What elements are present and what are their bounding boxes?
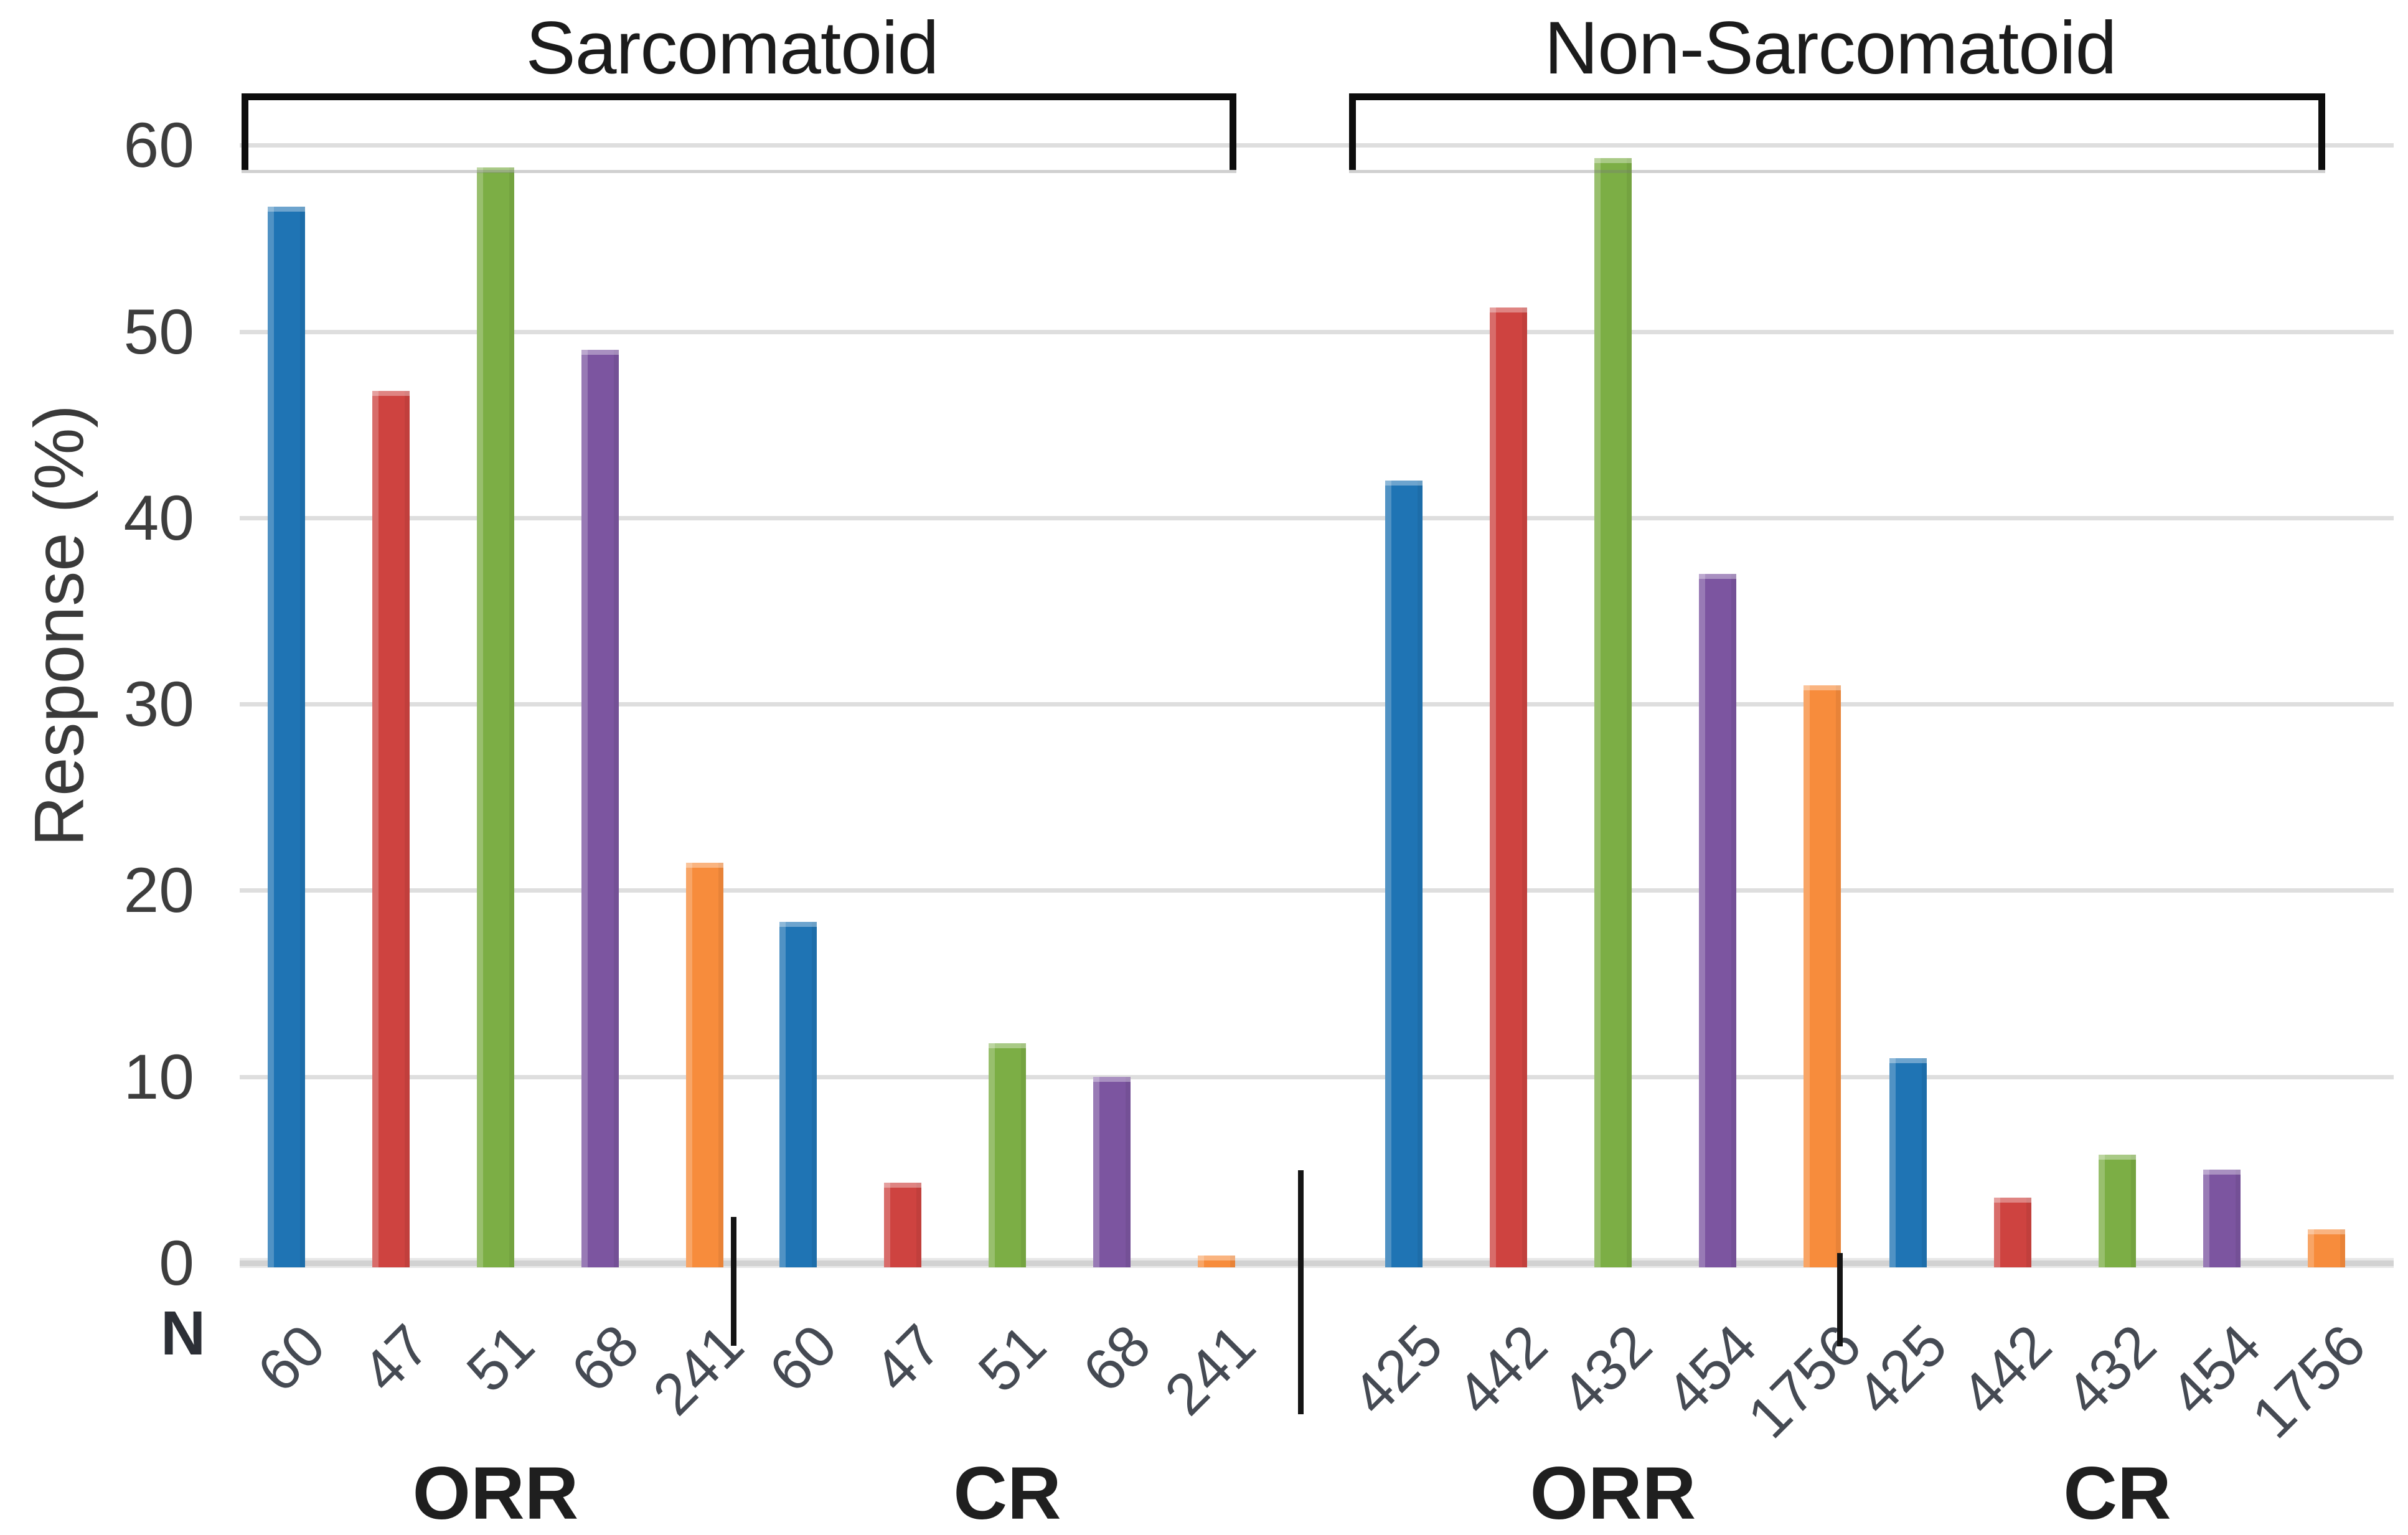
bar-non-sarcomatoid-cr-1756	[2308, 1229, 2345, 1267]
bar-sarcomatoid-orr-47	[372, 391, 410, 1267]
y-tick-label-0: 0	[159, 1228, 194, 1298]
n-row-label: N	[161, 1298, 206, 1368]
group-label-sarcomatoid-orr: ORR	[412, 1452, 579, 1535]
n-value-label: 68	[558, 1312, 652, 1404]
gridline-40	[240, 515, 2394, 520]
n-value-label: 432	[2053, 1312, 2169, 1427]
bar-non-sarcomatoid-orr-432	[1594, 158, 1632, 1267]
bar-sarcomatoid-cr-68	[1093, 1076, 1131, 1267]
y-tick-label-50: 50	[123, 296, 194, 367]
gridline-20	[240, 888, 2394, 893]
n-value-label: 60	[245, 1312, 338, 1404]
bar-sarcomatoid-orr-60	[268, 206, 305, 1267]
n-value-label: 51	[966, 1312, 1059, 1404]
n-value-label: 47	[349, 1312, 443, 1404]
non-sarcomatoid-bracket	[1349, 93, 2325, 170]
separator-orr-cr-sarcomatoid	[731, 1217, 736, 1346]
bar-non-sarcomatoid-orr-454	[1699, 573, 1736, 1267]
panel-title-non-sarcomatoid: Non-Sarcomatoid	[1544, 6, 2117, 90]
gridline-30	[240, 702, 2394, 707]
bar-sarcomatoid-cr-47	[884, 1183, 921, 1267]
bar-sarcomatoid-cr-51	[989, 1043, 1026, 1267]
n-value-label: 241	[640, 1312, 756, 1427]
bar-non-sarcomatoid-orr-425	[1385, 480, 1423, 1267]
y-tick-label-10: 10	[123, 1041, 194, 1112]
group-label-non-sarcomatoid-orr: ORR	[1530, 1452, 1696, 1535]
n-value-label: 51	[454, 1312, 547, 1404]
bar-non-sarcomatoid-cr-425	[1889, 1058, 1927, 1267]
separator-sarcomatoid-nonsarcomatoid	[1298, 1170, 1304, 1414]
group-label-non-sarcomatoid-cr: CR	[2063, 1452, 2171, 1535]
y-tick-label-40: 40	[123, 482, 194, 553]
n-value-label: 47	[861, 1312, 954, 1404]
bar-non-sarcomatoid-orr-1756	[1804, 685, 1841, 1267]
bar-non-sarcomatoid-cr-454	[2203, 1170, 2241, 1267]
bar-non-sarcomatoid-cr-442	[1994, 1198, 2031, 1267]
n-value-label: 425	[1843, 1312, 1960, 1427]
n-value-label: 68	[1070, 1312, 1164, 1404]
sarcomatoid-bracket	[242, 93, 1236, 170]
gridline-50	[240, 329, 2394, 334]
bar-sarcomatoid-orr-68	[581, 350, 619, 1267]
bar-sarcomatoid-orr-51	[477, 167, 514, 1267]
bar-sarcomatoid-cr-60	[779, 922, 817, 1267]
x-axis-baseline	[240, 1260, 2394, 1266]
bar-non-sarcomatoid-cr-432	[2099, 1155, 2136, 1267]
separator-orr-cr-nonsarcomatoid	[1837, 1253, 1843, 1346]
bar-non-sarcomatoid-orr-442	[1490, 307, 1527, 1267]
bar-sarcomatoid-orr-241	[686, 862, 723, 1267]
y-tick-label-30: 30	[123, 669, 194, 740]
gridline-60	[240, 143, 2394, 148]
n-value-label: 241	[1152, 1312, 1268, 1427]
y-tick-label-60: 60	[123, 110, 194, 181]
n-value-label: 442	[1948, 1312, 2064, 1427]
n-value-label: 425	[1339, 1312, 1456, 1427]
panel-title-sarcomatoid: Sarcomatoid	[525, 6, 939, 90]
bar-sarcomatoid-cr-241	[1198, 1256, 1235, 1267]
n-value-label: 60	[756, 1312, 850, 1404]
n-value-label: 442	[1444, 1312, 1560, 1427]
y-tick-label-20: 20	[123, 855, 194, 926]
group-label-sarcomatoid-cr: CR	[953, 1452, 1061, 1535]
n-value-label: 432	[1548, 1312, 1665, 1427]
n-value-label: 1756	[2239, 1312, 2378, 1450]
gridline-10	[240, 1074, 2394, 1079]
y-axis-title: Response (%)	[20, 405, 98, 847]
